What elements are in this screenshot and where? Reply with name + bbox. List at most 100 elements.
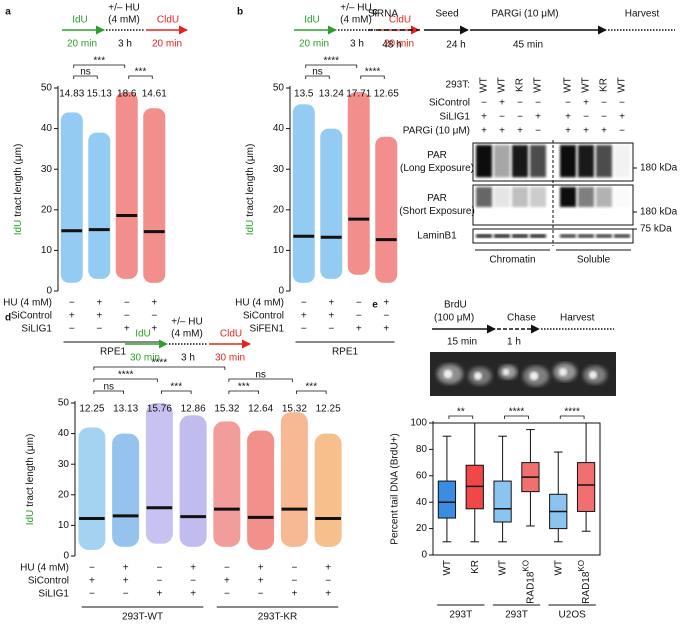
condition-value: − <box>156 563 162 574</box>
group-label: 293T-WT <box>122 612 163 623</box>
condition-value: − <box>190 576 196 587</box>
band-marker: 75 kDa <box>640 224 672 235</box>
significance-bracket <box>93 378 158 382</box>
schematic-time: 20 min <box>67 39 97 50</box>
lane-value: − <box>619 126 625 137</box>
band-label: LaminB1 <box>417 231 457 242</box>
x-tick-label-part: KR <box>469 560 480 574</box>
lane-value: − <box>601 112 607 123</box>
median-label: 12.25 <box>316 404 341 415</box>
y-tick-label: 30 <box>58 459 70 470</box>
panel-letter: b <box>237 7 243 18</box>
condition-value: + <box>291 589 297 600</box>
schematic-time: 3 h <box>350 39 364 50</box>
protocol-step: PARGi (10 μM) <box>491 9 558 20</box>
y-axis-title-part: tract length (μm) <box>245 144 256 217</box>
median-label: 13.13 <box>113 404 138 415</box>
blot-band <box>476 234 492 238</box>
comet-head <box>558 367 568 377</box>
condition-value: − <box>89 563 95 574</box>
band-label: (Long Exposure) <box>400 163 474 174</box>
y-tick-label: 60 <box>416 470 428 481</box>
y-axis-title-part: tract length (μm) <box>25 434 36 507</box>
group-label: 293T <box>449 610 472 621</box>
lane-value: − <box>499 112 505 123</box>
blot-band <box>614 234 630 238</box>
condition-value: + <box>190 563 196 574</box>
blot-band <box>476 145 492 178</box>
band-marker: 180 kDa <box>640 163 678 174</box>
comet-head <box>588 370 598 380</box>
y-axis-title: Percent tail DNA (BrdU+) <box>390 433 401 544</box>
lane-label: WT <box>479 77 490 93</box>
schematic-time: 30 min <box>215 353 245 364</box>
x-tick-label-sup: KO <box>522 560 531 572</box>
blot-band <box>494 187 510 207</box>
lane-value: + <box>619 112 625 123</box>
condition-value: + <box>123 576 129 587</box>
blot-band <box>596 234 612 238</box>
condition-value: − <box>124 311 130 322</box>
blot-band <box>494 145 510 178</box>
y-tick-label: 40 <box>416 497 428 508</box>
schematic-label: (4 mM) <box>340 15 372 26</box>
significance-label: *** <box>93 56 105 67</box>
band-marker: 180 kDa <box>640 207 678 218</box>
y-tick-label: 20 <box>58 489 70 500</box>
median-label: 12.64 <box>248 404 273 415</box>
lane-value: − <box>517 98 523 109</box>
significance-bracket <box>93 390 125 394</box>
significance-label: *** <box>170 382 182 393</box>
panel-letter: a <box>5 7 11 18</box>
lane-value: − <box>535 126 541 137</box>
schematic-label: +/– HU <box>340 3 371 14</box>
dot-cloud <box>143 108 166 283</box>
x-tick-label-part: WT <box>442 560 453 576</box>
y-axis-title-part: IdU <box>25 510 36 526</box>
blot-band <box>530 187 546 207</box>
x-tick-label: WT <box>442 560 453 576</box>
blot-band <box>560 234 576 238</box>
protocol-duration: 48 h <box>382 40 401 51</box>
y-tick-label: 40 <box>41 123 53 134</box>
schematic-label: +/– HU <box>171 317 202 328</box>
lane-label: WT <box>617 77 628 93</box>
blot-band <box>578 145 594 178</box>
band-label: PAR <box>427 150 447 161</box>
condition-value: − <box>291 576 297 587</box>
significance-label: **** <box>365 67 381 78</box>
condition-label: SiLIG1 <box>38 589 69 600</box>
condition-value: + <box>328 311 334 322</box>
lane-value: + <box>481 112 487 123</box>
significance-label: ns <box>312 67 323 78</box>
protocol-step: SiRNA <box>368 9 398 20</box>
significance-label: ns <box>80 67 91 78</box>
lane-value: + <box>499 126 505 137</box>
box <box>437 480 457 519</box>
row-label: PARGi (10 μM) <box>403 126 470 137</box>
condition-value: + <box>151 298 157 309</box>
significance-label: *** <box>238 382 250 393</box>
lane-value: + <box>583 126 589 137</box>
blot-band <box>560 145 576 178</box>
condition-value: − <box>383 311 389 322</box>
schematic-time: 1 h <box>507 337 521 348</box>
condition-value: − <box>291 563 297 574</box>
lane-value: + <box>517 126 523 137</box>
condition-value: − <box>325 576 331 587</box>
fraction-label: Soluble <box>577 255 611 266</box>
significance-bracket <box>228 390 260 394</box>
condition-value: − <box>301 324 307 335</box>
significance-bracket <box>73 64 126 68</box>
x-tick-label: WT <box>553 560 564 576</box>
x-tick-label-part: WT <box>553 560 564 576</box>
significance-bracket <box>295 390 327 394</box>
schematic-time: 20 min <box>152 39 182 50</box>
row-label: SiControl <box>429 98 470 109</box>
schematic-label: CldU <box>220 329 242 340</box>
panel-letter: c <box>372 7 378 18</box>
median-label: 18.6 <box>117 89 137 100</box>
blot-band <box>476 187 492 207</box>
lane-value: + <box>583 98 589 109</box>
